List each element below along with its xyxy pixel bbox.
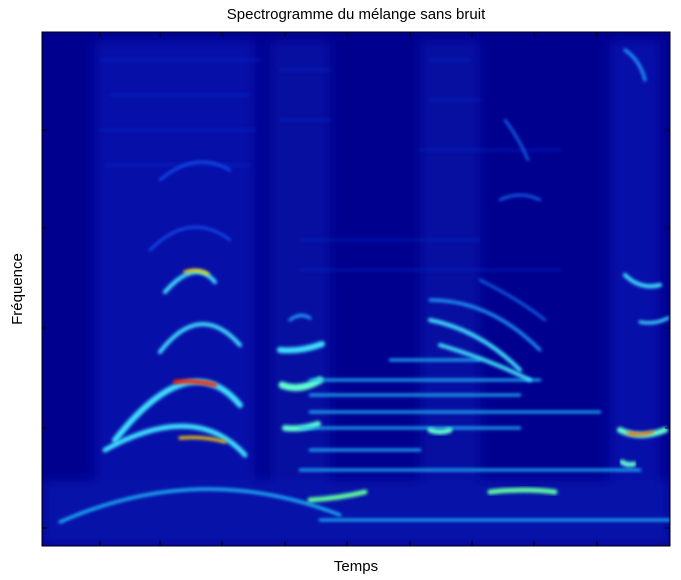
- spectrogram-image: [42, 32, 670, 546]
- y-axis-label: Fréquence: [9, 253, 26, 325]
- plot-frame: [41, 31, 671, 547]
- chart-title: Spectrogramme du mélange sans bruit: [227, 6, 486, 23]
- x-axis-label: Temps: [334, 558, 378, 575]
- tick-marks: [42, 32, 670, 546]
